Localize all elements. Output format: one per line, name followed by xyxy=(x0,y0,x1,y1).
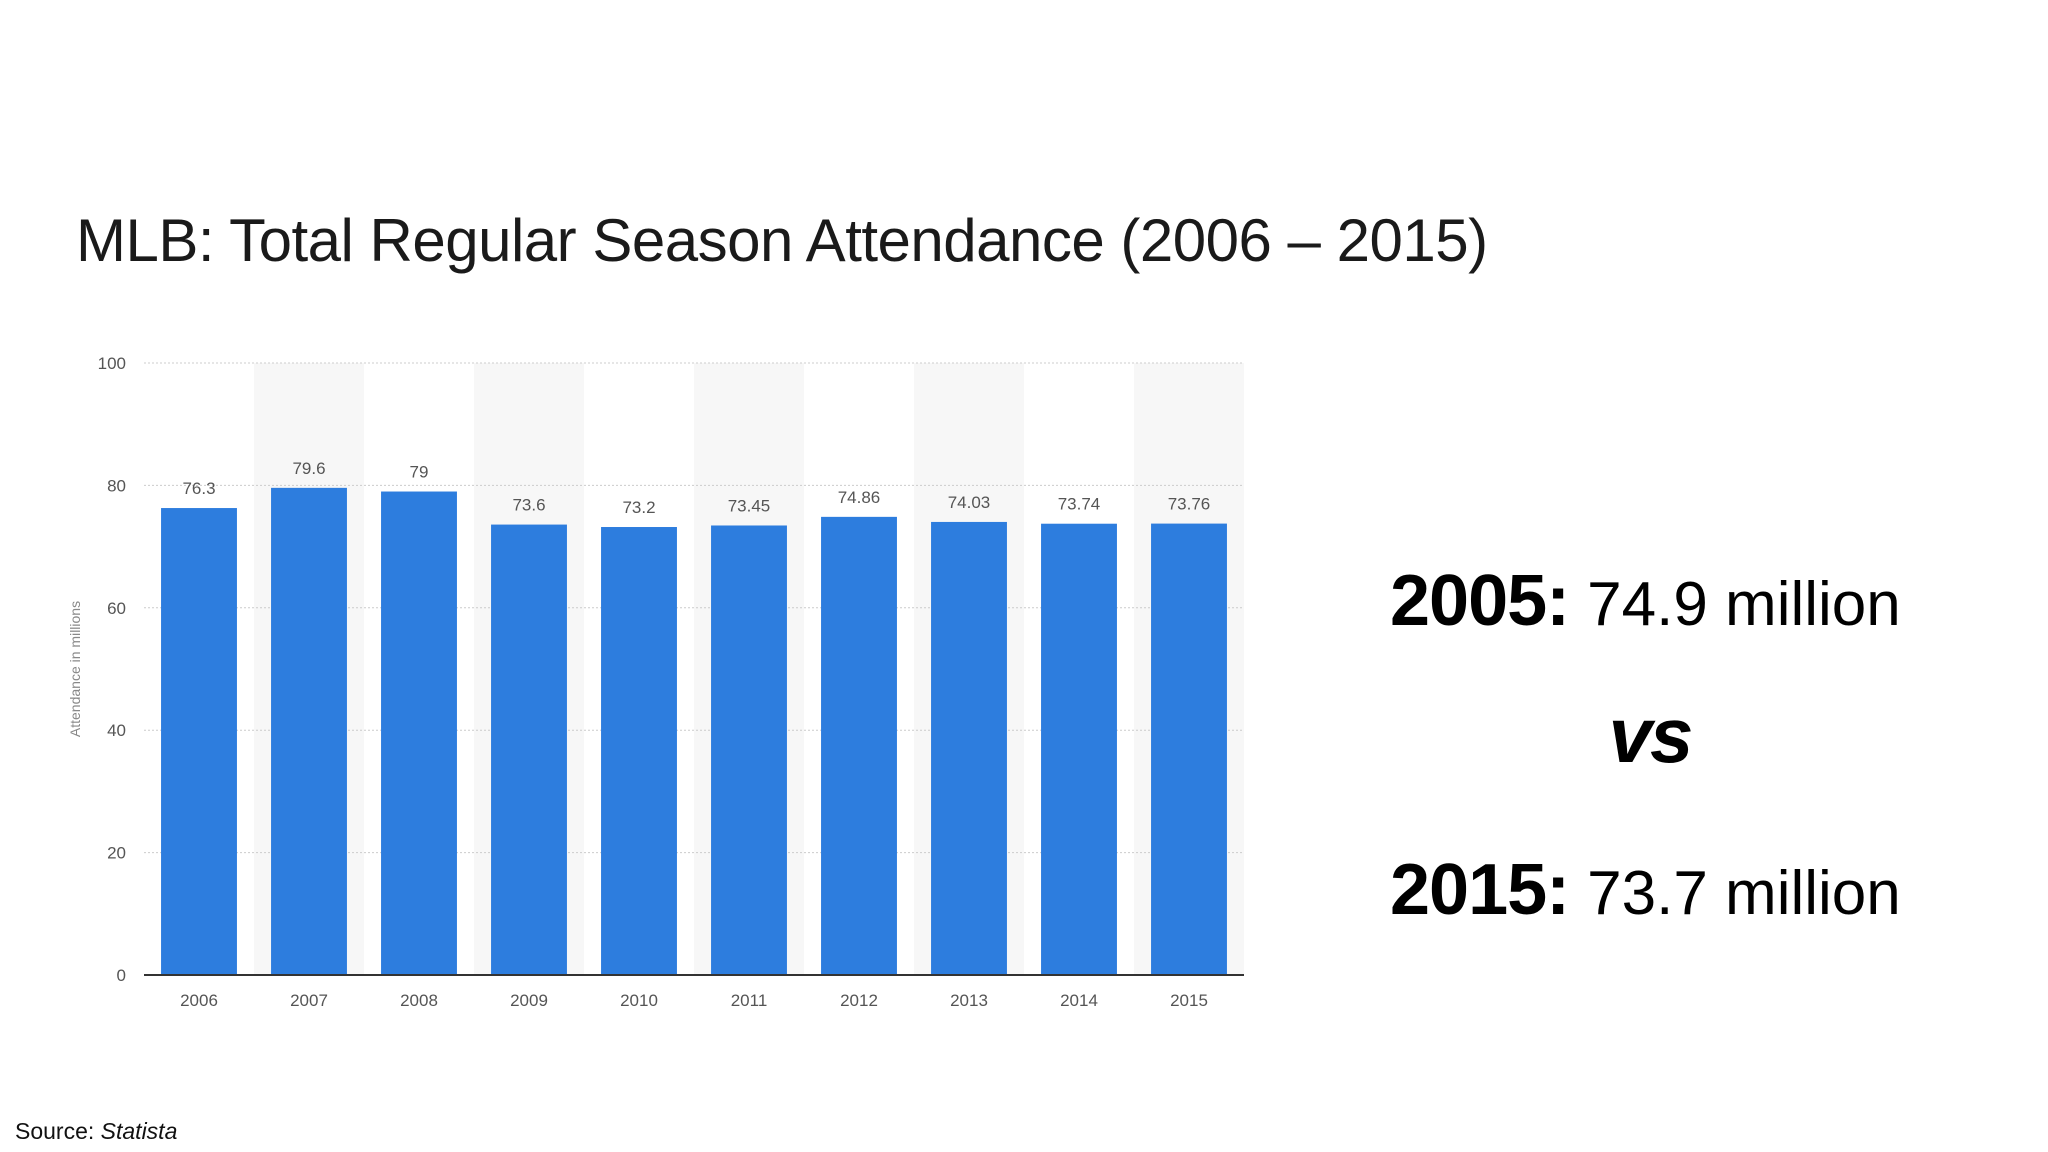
x-tick-label: 2013 xyxy=(950,991,988,1010)
bar xyxy=(491,524,567,975)
bar-value-label: 74.03 xyxy=(948,493,991,512)
bar xyxy=(821,516,897,975)
bar xyxy=(1041,523,1117,975)
y-axis-title: Attendance in millions xyxy=(67,601,83,737)
bar-value-label: 73.6 xyxy=(512,496,545,515)
comparison-first-year: 2005: xyxy=(1390,561,1570,641)
bar xyxy=(271,487,347,975)
attendance-chart-svg: 0 20 40 60 80 100 76.3 2006 79.6 2007 79 2008 73.6 20… xyxy=(67,354,1244,1010)
x-tick-label: 2014 xyxy=(1060,991,1098,1010)
bar-value-label: 73.76 xyxy=(1168,495,1211,514)
x-tick-label: 2012 xyxy=(840,991,878,1010)
y-tick-label: 40 xyxy=(107,721,126,740)
bar-value-label: 73.45 xyxy=(728,496,771,515)
bar xyxy=(381,491,457,975)
slide-title: MLB: Total Regular Season Attendance (20… xyxy=(76,207,1488,274)
x-tick-label: 2009 xyxy=(510,991,548,1010)
bar-value-label: 79.6 xyxy=(292,459,325,478)
x-tick-label: 2015 xyxy=(1170,991,1208,1010)
bar-value-label: 74.86 xyxy=(838,488,881,507)
x-tick-label: 2007 xyxy=(290,991,328,1010)
comparison-second-row: 2015: 73.7 million xyxy=(1390,845,1901,935)
comparison-first-value: 74.9 million xyxy=(1587,570,1901,639)
bar xyxy=(711,525,787,975)
source-label: Source: xyxy=(15,1118,95,1144)
comparison-vs-label: vs xyxy=(1608,691,1694,779)
y-tick-label: 100 xyxy=(98,354,126,373)
bar xyxy=(1151,523,1227,975)
source-note: Source: Statista xyxy=(15,1118,177,1145)
bar-value-label: 76.3 xyxy=(182,479,215,498)
bar-value-label: 73.74 xyxy=(1058,495,1101,514)
y-tick-label: 0 xyxy=(117,966,126,985)
x-tick-label: 2011 xyxy=(731,991,768,1010)
y-tick-label: 80 xyxy=(107,476,126,495)
bar-value-label: 79 xyxy=(410,463,429,482)
bar-value-label: 73.2 xyxy=(622,498,655,517)
comparison-second-value: 73.7 million xyxy=(1587,859,1901,928)
x-tick-label: 2010 xyxy=(620,991,658,1010)
bar xyxy=(161,508,237,975)
x-tick-label: 2008 xyxy=(400,991,438,1010)
attendance-chart: 0 20 40 60 80 100 76.3 2006 79.6 2007 79 2008 73.6 20… xyxy=(60,340,1260,1030)
y-tick-label: 60 xyxy=(107,599,126,618)
comparison-first-row: 2005: 74.9 million xyxy=(1390,556,1901,646)
source-name: Statista xyxy=(100,1118,178,1144)
x-tick-label: 2006 xyxy=(180,991,218,1010)
bar xyxy=(931,521,1007,975)
comparison-second-year: 2015: xyxy=(1390,850,1570,930)
bar xyxy=(601,527,677,975)
y-tick-label: 20 xyxy=(107,844,126,863)
